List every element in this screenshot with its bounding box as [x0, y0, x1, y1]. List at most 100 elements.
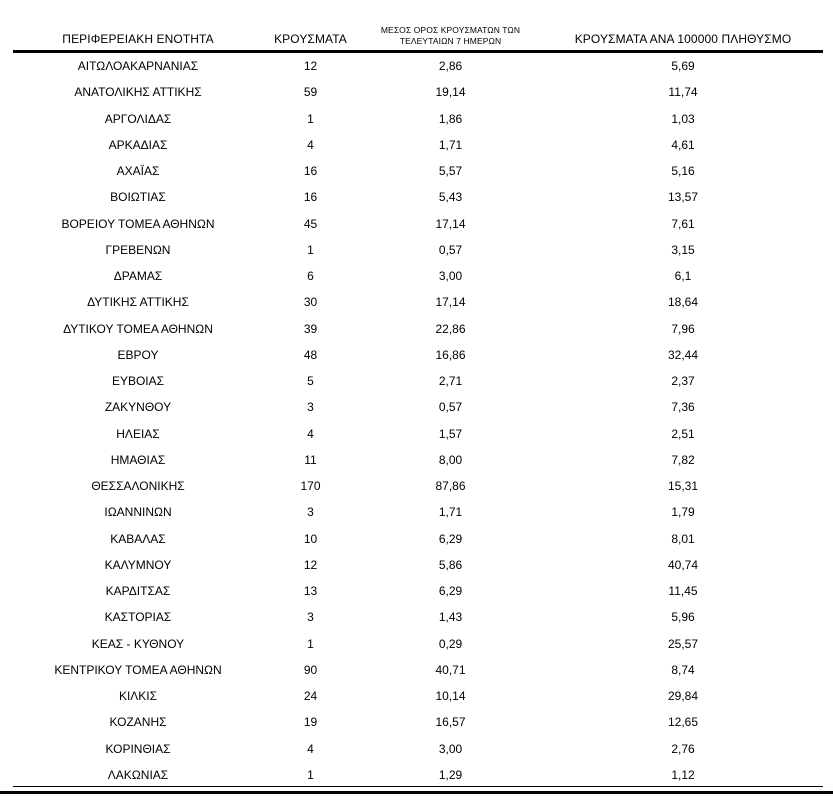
- cell-avg7: 1,57: [438, 426, 463, 441]
- cell-per100k: 7,82: [671, 452, 695, 467]
- cell-per100k: 40,74: [667, 557, 699, 572]
- cell-avg7: 16,86: [435, 347, 466, 362]
- cell-cases: 3: [307, 400, 314, 415]
- cell-cases: 45: [303, 216, 318, 231]
- cell-avg7: 0,29: [438, 636, 463, 651]
- cell-region: ΚΕΑΣ - ΚΥΘΝΟΥ: [91, 636, 185, 651]
- page-bottom-thick-rule: [0, 791, 833, 794]
- table-row: ΚΙΛΚΙΣ 24 10,14 29,84: [13, 683, 823, 709]
- table-row: ΕΥΒΟΙΑΣ 5 2,71 2,37: [13, 368, 823, 394]
- cell-region: ΚΕΝΤΡΙΚΟΥ ΤΟΜΕΑ ΑΘΗΝΩΝ: [54, 662, 222, 677]
- table-bottom-thin-rule: [13, 786, 823, 787]
- cell-per100k: 1,79: [671, 505, 695, 520]
- cell-region: ΕΥΒΟΙΑΣ: [111, 374, 165, 389]
- cell-avg7: 6,29: [438, 531, 463, 546]
- table-row: ΔΥΤΙΚΗΣ ΑΤΤΙΚΗΣ 30 17,14 18,64: [13, 289, 823, 315]
- cell-per100k: 11,45: [668, 584, 698, 599]
- table-row: ΗΜΑΘΙΑΣ 11 8,00 7,82: [13, 447, 823, 473]
- cell-cases: 10: [303, 531, 318, 546]
- cell-cases: 3: [307, 505, 314, 520]
- cell-region: ΒΟΙΩΤΙΑΣ: [110, 190, 166, 205]
- cell-per100k: 2,76: [671, 741, 695, 756]
- cell-per100k: 1,03: [671, 111, 695, 126]
- header-divider-rule: [13, 50, 823, 53]
- cell-cases: 12: [303, 59, 318, 74]
- cell-avg7: 5,43: [438, 190, 463, 205]
- cell-region: ΒΟΡΕΙΟΥ ΤΟΜΕΑ ΑΘΗΝΩΝ: [61, 216, 215, 231]
- cell-avg7: 2,86: [438, 59, 463, 74]
- table-row: ΚΑΒΑΛΑΣ 10 6,29 8,01: [13, 526, 823, 552]
- table-row: ΚΕΑΣ - ΚΥΘΝΟΥ 1 0,29 25,57: [13, 631, 823, 657]
- cell-avg7: 10,14: [435, 689, 466, 704]
- cell-per100k: 6,1: [674, 269, 692, 284]
- table-row: ΚΟΡΙΝΘΙΑΣ 4 3,00 2,76: [13, 736, 823, 762]
- cell-region: ΔΡΑΜΑΣ: [113, 269, 163, 284]
- table-row: ΚΑΣΤΟΡΙΑΣ 3 1,43 5,96: [13, 604, 823, 630]
- table-row: ΑΡΓΟΛΙΔΑΣ 1 1,86 1,03: [13, 106, 823, 132]
- table-row: ΛΑΚΩΝΙΑΣ 1 1,29 1,12: [13, 762, 823, 788]
- cell-avg7: 3,00: [438, 741, 463, 756]
- table-row: ΒΟΡΕΙΟΥ ΤΟΜΕΑ ΑΘΗΝΩΝ 45 17,14 7,61: [13, 211, 823, 237]
- cell-avg7: 0,57: [438, 242, 463, 257]
- cell-per100k: 5,16: [671, 164, 695, 179]
- cell-cases: 1: [307, 111, 314, 126]
- table-body: ΑΙΤΩΛΟΑΚΑΡΝΑΝΙΑΣ 12 2,86 5,69 ΑΝΑΤΟΛΙΚΗΣ ΑΤΤ…: [13, 53, 823, 788]
- cell-cases: 19: [303, 715, 318, 730]
- cell-per100k: 32,44: [667, 347, 699, 362]
- cell-avg7: 3,00: [438, 269, 463, 284]
- cell-avg7: 17,14: [435, 295, 466, 310]
- cell-cases: 5: [307, 374, 314, 389]
- column-header-cases: ΚΡΟΥΣΜΑΤΑ: [274, 32, 347, 46]
- cell-region: ΓΡΕΒΕΝΩΝ: [105, 242, 171, 257]
- cell-region: ΗΛΕΙΑΣ: [116, 426, 160, 441]
- cell-cases: 30: [303, 295, 318, 310]
- cell-per100k: 7,96: [671, 321, 695, 336]
- cell-avg7: 17,14: [435, 216, 466, 231]
- cell-per100k: 4,61: [671, 137, 695, 152]
- cell-region: ΛΑΚΩΝΙΑΣ: [107, 767, 169, 782]
- table-row: ΕΒΡΟΥ 48 16,86 32,44: [13, 342, 823, 368]
- cell-avg7: 19,14: [435, 85, 466, 100]
- table-row: ΑΧΑΪΑΣ 16 5,57 5,16: [13, 158, 823, 184]
- cell-cases: 90: [303, 662, 318, 677]
- cell-region: ΑΙΤΩΛΟΑΚΑΡΝΑΝΙΑΣ: [77, 59, 199, 74]
- cell-per100k: 18,64: [667, 295, 699, 310]
- table-row: ΑΡΚΑΔΙΑΣ 4 1,71 4,61: [13, 132, 823, 158]
- cell-avg7: 5,57: [438, 164, 463, 179]
- cell-per100k: 7,61: [671, 216, 695, 231]
- cell-avg7: 1,86: [438, 111, 463, 126]
- cell-region: ΑΝΑΤΟΛΙΚΗΣ ΑΤΤΙΚΗΣ: [74, 85, 202, 100]
- cell-per100k: 13,57: [667, 190, 699, 205]
- cell-per100k: 3,15: [671, 242, 695, 257]
- cell-avg7: 5,86: [438, 557, 463, 572]
- cell-per100k: 1,12: [671, 767, 695, 782]
- cell-cases: 4: [307, 426, 314, 441]
- cell-per100k: 8,01: [671, 531, 695, 546]
- cell-region: ΔΥΤΙΚΗΣ ΑΤΤΙΚΗΣ: [87, 295, 189, 310]
- table-row: ΑΙΤΩΛΟΑΚΑΡΝΑΝΙΑΣ 12 2,86 5,69: [13, 53, 823, 79]
- cell-region: ΘΕΣΣΑΛΟΝΙΚΗΣ: [91, 479, 185, 494]
- table-row: ΚΑΡΔΙΤΣΑΣ 13 6,29 11,45: [13, 578, 823, 604]
- cell-cases: 1: [307, 767, 314, 782]
- table-row: ΒΟΙΩΤΙΑΣ 16 5,43 13,57: [13, 184, 823, 210]
- column-header-7day-average-line2: ΤΕΛΕΥΤΑΙΩΝ 7 ΗΜΕΡΩΝ: [399, 35, 502, 46]
- cell-region: ΚΟΖΑΝΗΣ: [109, 715, 167, 730]
- cell-cases: 1: [307, 242, 314, 257]
- cell-region: ΚΑΛΥΜΝΟΥ: [104, 557, 172, 572]
- table-row: ΙΩΑΝΝΙΝΩΝ 3 1,71 1,79: [13, 499, 823, 525]
- cell-cases: 170: [300, 479, 321, 494]
- cell-cases: 39: [303, 321, 318, 336]
- cell-per100k: 29,84: [667, 689, 699, 704]
- cell-cases: 12: [303, 557, 318, 572]
- cell-avg7: 1,43: [438, 610, 463, 625]
- cell-per100k: 5,96: [671, 610, 695, 625]
- column-header-7day-average: ΜΕΣΟΣ ΟΡΟΣ ΚΡΟΥΣΜΑΤΩΝ ΤΩΝ ΤΕΛΕΥΤΑΙΩΝ 7 Η…: [358, 25, 543, 46]
- table-row: ΑΝΑΤΟΛΙΚΗΣ ΑΤΤΙΚΗΣ 59 19,14 11,74: [13, 79, 823, 105]
- cell-cases: 3: [307, 610, 314, 625]
- table-row: ΔΡΑΜΑΣ 6 3,00 6,1: [13, 263, 823, 289]
- cell-avg7: 1,71: [438, 137, 463, 152]
- cell-region: ΕΒΡΟΥ: [117, 347, 159, 362]
- cell-per100k: 2,37: [671, 374, 695, 389]
- cell-region: ΙΩΑΝΝΙΝΩΝ: [104, 505, 172, 520]
